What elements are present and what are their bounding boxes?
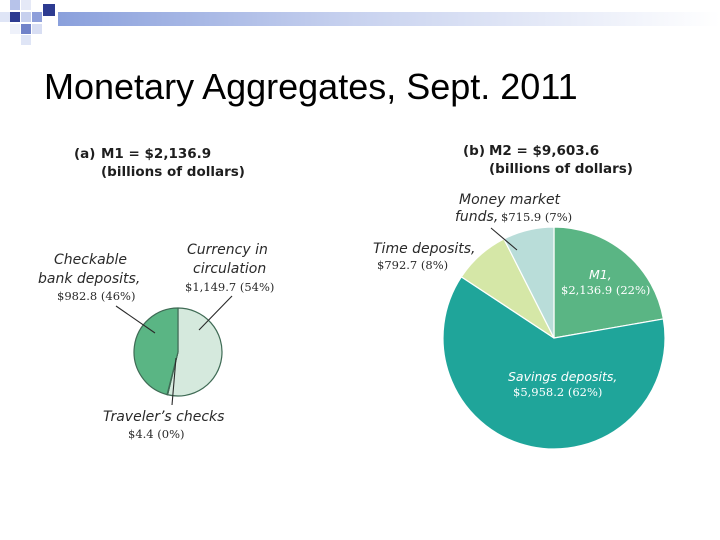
leader-currency <box>198 295 233 331</box>
pie-m2-labels: Money market funds, $715.9 (7%) Time dep… <box>373 192 650 399</box>
panel-b-title: M2 = $9,603.6 <box>489 143 599 159</box>
slice-currency-in-circulation <box>166 307 223 397</box>
leader-travelers <box>171 357 177 406</box>
value-money-market: $715.9 (7%) <box>501 210 572 224</box>
slide-title: Monetary Aggregates, Sept. 2011 <box>44 66 578 107</box>
panel-a-title: M1 = $2,136.9 <box>101 146 211 162</box>
label-checkable-line1: Checkable <box>54 252 127 268</box>
panel-a-header: (a) M1 = $2,136.9 (billions of dollars) <box>74 146 245 180</box>
value-currency: $1,149.7 (54%) <box>185 280 274 294</box>
label-m1-slice: M1, <box>589 267 612 282</box>
label-money-market-line2: funds, <box>455 209 498 225</box>
value-time-deposits: $792.7 (8%) <box>377 258 448 272</box>
pie-m1 <box>133 307 223 397</box>
pie-m2 <box>442 226 666 450</box>
panel-a-subtitle: (billions of dollars) <box>101 164 245 180</box>
label-checkable-line2: bank deposits, <box>38 271 140 287</box>
label-time-deposits: Time deposits, <box>373 241 476 257</box>
panel-b-label: (b) <box>463 143 485 159</box>
panel-b-header: (b) M2 = $9,603.6 (billions of dollars) <box>463 143 633 177</box>
value-m1-slice: $2,136.9 (22%) <box>561 283 650 297</box>
panel-b-subtitle: (billions of dollars) <box>489 161 633 177</box>
label-savings: Savings deposits, <box>508 369 617 384</box>
value-checkable: $982.8 (46%) <box>57 289 135 303</box>
slice-savings-deposits <box>442 276 666 450</box>
leader-money-market <box>490 227 518 251</box>
label-currency-line1: Currency in <box>187 242 268 258</box>
panel-a-label: (a) <box>74 146 95 162</box>
title-bar-decoration <box>0 0 720 45</box>
label-money-market-line1: Money market <box>459 192 561 208</box>
slice-checkable-bank-deposits <box>133 307 179 396</box>
pie-m1-labels: Currency in circulation $1,149.7 (54%) C… <box>38 242 274 441</box>
label-currency-line2: circulation <box>193 261 266 277</box>
label-travelers: Traveler’s checks <box>103 409 224 425</box>
value-travelers: $4.4 (0%) <box>128 427 184 441</box>
leader-checkable <box>115 305 156 334</box>
slice-m1 <box>553 226 664 339</box>
value-savings: $5,958.2 (62%) <box>513 385 602 399</box>
